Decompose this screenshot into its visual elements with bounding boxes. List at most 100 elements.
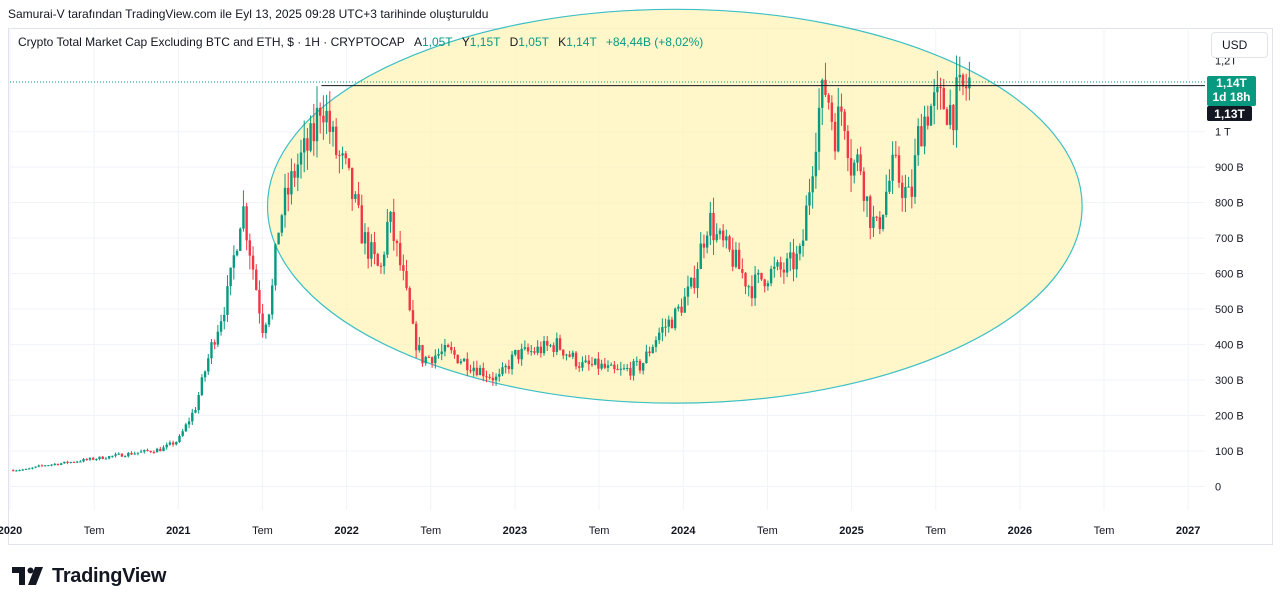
candle-body xyxy=(466,358,469,371)
last-price-marker xyxy=(1207,76,1256,107)
candle-body xyxy=(878,217,882,230)
candle-body xyxy=(689,277,693,287)
candle-body xyxy=(932,92,936,106)
candle-body xyxy=(114,454,117,456)
candle-body xyxy=(923,116,926,147)
candle-body xyxy=(747,286,750,288)
candle-body xyxy=(15,470,18,472)
candle-body xyxy=(603,363,607,368)
candle-body xyxy=(184,424,188,432)
candle-body xyxy=(651,346,654,354)
candle-body xyxy=(139,451,143,453)
candle-body xyxy=(891,154,894,181)
candle-body xyxy=(635,360,638,362)
x-tick-label: 2020 xyxy=(0,525,22,537)
candle-body xyxy=(782,269,786,273)
candle-body xyxy=(427,356,431,358)
candle-body xyxy=(239,228,242,251)
candle-body xyxy=(811,176,814,193)
candle-body xyxy=(322,115,325,123)
candle-body xyxy=(69,461,72,463)
candle-body xyxy=(226,286,229,315)
candle-body xyxy=(194,410,197,413)
candle-body xyxy=(325,110,328,123)
candle-body xyxy=(293,171,296,178)
candle-body xyxy=(95,458,98,460)
candle-body xyxy=(411,310,415,324)
candle-body xyxy=(568,354,571,357)
candle-body xyxy=(555,338,559,352)
last-price-label: 1,14T xyxy=(1216,76,1247,90)
candle-body xyxy=(501,367,504,375)
currency-button[interactable]: USD xyxy=(1211,32,1268,58)
candle-body xyxy=(459,361,463,364)
candle-body xyxy=(888,180,891,192)
candle-body xyxy=(21,469,24,471)
candle-body xyxy=(395,240,399,244)
x-tick-label: 2025 xyxy=(839,525,863,537)
candle-body xyxy=(705,235,709,248)
candle-body xyxy=(350,167,354,199)
candle-body xyxy=(504,365,507,368)
candle-body xyxy=(606,365,610,368)
y-tick-label: 800 B xyxy=(1215,198,1244,210)
candle-body xyxy=(849,158,853,176)
candle-body xyxy=(315,107,319,142)
candle-body xyxy=(565,354,568,356)
candle-body xyxy=(597,358,600,369)
candle-body xyxy=(107,456,111,459)
candle-body xyxy=(72,461,76,463)
y-tick-label: 500 B xyxy=(1215,304,1244,316)
candle-body xyxy=(629,367,632,376)
candle-body xyxy=(31,467,34,469)
candle-body xyxy=(917,126,920,156)
candle-body xyxy=(520,348,523,360)
candle-body xyxy=(600,363,603,369)
open-value: 1,05T xyxy=(421,35,453,49)
candle-body xyxy=(283,187,287,216)
candle-body xyxy=(309,123,312,151)
candle-body xyxy=(66,461,69,463)
candle-body xyxy=(523,347,527,349)
candle-body xyxy=(264,324,268,334)
candle-body xyxy=(885,191,888,215)
symbol-title[interactable]: Crypto Total Market Cap Excluding BTC an… xyxy=(18,35,405,49)
candle-body xyxy=(856,154,859,163)
candle-body xyxy=(894,154,898,156)
x-tick-label: Tem xyxy=(925,525,946,537)
candle-body xyxy=(85,459,88,461)
candle-body xyxy=(414,323,418,351)
symbol-legend: Crypto Total Market Cap Excluding BTC an… xyxy=(18,35,703,49)
candle-body xyxy=(469,370,472,372)
candle-body xyxy=(424,356,427,364)
candle-body xyxy=(862,171,866,201)
candle-body xyxy=(587,360,591,365)
high-value: 1,15T xyxy=(469,35,501,49)
candle-body xyxy=(303,138,306,153)
candle-body xyxy=(677,306,680,309)
y-tick-label: 200 B xyxy=(1215,411,1244,423)
candle-body xyxy=(223,314,226,322)
candle-body xyxy=(162,447,165,452)
candle-body xyxy=(248,240,252,256)
candle-body xyxy=(274,244,277,286)
candle-body xyxy=(514,349,517,355)
candle-body xyxy=(488,376,491,378)
candle-body xyxy=(779,262,782,270)
candle-body xyxy=(347,158,351,168)
candle-body xyxy=(907,186,910,188)
candle-body xyxy=(462,358,466,362)
candle-body xyxy=(290,171,293,195)
candle-body xyxy=(379,265,383,267)
candle-body xyxy=(418,345,421,351)
candle-body xyxy=(27,468,31,470)
candle-body xyxy=(494,376,498,381)
tradingview-logo[interactable]: TradingView xyxy=(12,565,166,587)
candle-body xyxy=(517,349,520,360)
candle-body xyxy=(40,465,44,467)
candle-body xyxy=(338,154,341,156)
x-tick-label: Tem xyxy=(84,525,105,537)
x-tick-label: 2027 xyxy=(1176,525,1200,537)
x-tick-label: Tem xyxy=(589,525,610,537)
